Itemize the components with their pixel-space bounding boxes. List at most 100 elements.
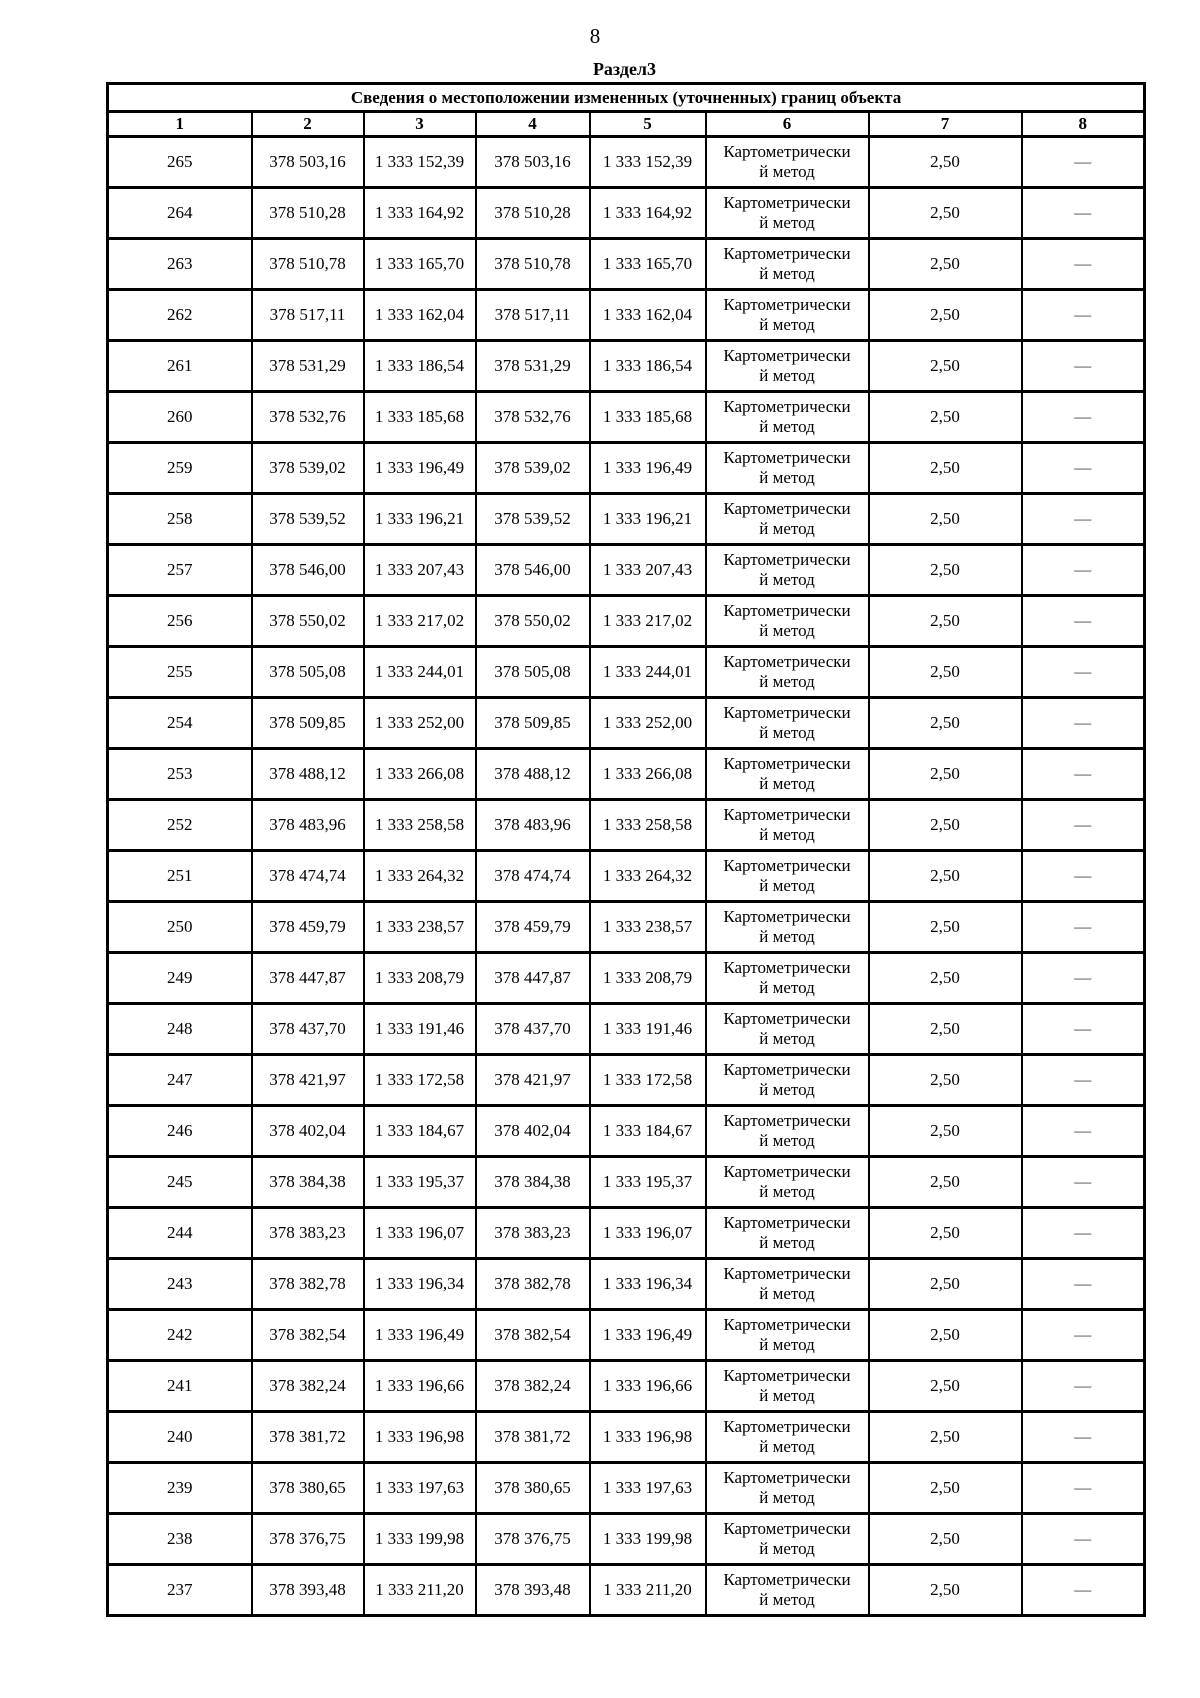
cell-y-existing: 1 333 184,67	[362, 1104, 477, 1158]
table-body: 265 378 503,16 1 333 152,39 378 503,16 1 333…	[106, 135, 1146, 1617]
cell-method: Картометрически й метод	[704, 390, 870, 444]
column-header-2: 2	[250, 110, 365, 138]
cell-accuracy: 2,50	[867, 390, 1023, 444]
cell-x-clarified: 378 474,74	[474, 849, 591, 903]
cell-x-clarified: 378 382,24	[474, 1359, 591, 1413]
cell-accuracy: 2,50	[867, 1512, 1023, 1566]
cell-empty: —	[1020, 798, 1146, 852]
cell-point-number: 250	[106, 900, 253, 954]
table-row: 242 378 382,54 1 333 196,49 378 382,54 1 333…	[106, 1308, 1146, 1362]
cell-accuracy: 2,50	[867, 1308, 1023, 1362]
cell-y-existing: 1 333 264,32	[362, 849, 477, 903]
cell-x-clarified: 378 509,85	[474, 696, 591, 750]
cell-x-clarified: 378 381,72	[474, 1410, 591, 1464]
cell-point-number: 242	[106, 1308, 253, 1362]
cell-method: Картометрически й метод	[704, 1461, 870, 1515]
table-row: 265 378 503,16 1 333 152,39 378 503,16 1 333…	[106, 135, 1146, 189]
cell-y-existing: 1 333 208,79	[362, 951, 477, 1005]
cell-method: Картометрически й метод	[704, 1563, 870, 1617]
cell-y-clarified: 1 333 196,98	[588, 1410, 707, 1464]
cell-y-existing: 1 333 196,98	[362, 1410, 477, 1464]
cell-point-number: 244	[106, 1206, 253, 1260]
cell-x-existing: 378 381,72	[250, 1410, 365, 1464]
column-header-6: 6	[704, 110, 870, 138]
cell-y-existing: 1 333 197,63	[362, 1461, 477, 1515]
cell-point-number: 260	[106, 390, 253, 444]
cell-accuracy: 2,50	[867, 1155, 1023, 1209]
cell-method: Картометрически й метод	[704, 492, 870, 546]
cell-x-clarified: 378 393,48	[474, 1563, 591, 1617]
cell-y-existing: 1 333 211,20	[362, 1563, 477, 1617]
cell-y-existing: 1 333 196,07	[362, 1206, 477, 1260]
cell-y-clarified: 1 333 238,57	[588, 900, 707, 954]
cell-accuracy: 2,50	[867, 1206, 1023, 1260]
cell-x-clarified: 378 402,04	[474, 1104, 591, 1158]
cell-y-existing: 1 333 195,37	[362, 1155, 477, 1209]
cell-x-existing: 378 437,70	[250, 1002, 365, 1056]
cell-x-clarified: 378 382,78	[474, 1257, 591, 1311]
table-row: 246 378 402,04 1 333 184,67 378 402,04 1 333…	[106, 1104, 1146, 1158]
cell-empty: —	[1020, 1002, 1146, 1056]
cell-accuracy: 2,50	[867, 594, 1023, 648]
cell-x-clarified: 378 384,38	[474, 1155, 591, 1209]
cell-x-clarified: 378 539,52	[474, 492, 591, 546]
table-row: 239 378 380,65 1 333 197,63 378 380,65 1 333…	[106, 1461, 1146, 1515]
cell-x-clarified: 378 488,12	[474, 747, 591, 801]
cell-x-clarified: 378 376,75	[474, 1512, 591, 1566]
cell-method: Картометрически й метод	[704, 1104, 870, 1158]
cell-accuracy: 2,50	[867, 849, 1023, 903]
cell-x-clarified: 378 505,08	[474, 645, 591, 699]
cell-y-existing: 1 333 196,49	[362, 441, 477, 495]
cell-accuracy: 2,50	[867, 1563, 1023, 1617]
cell-empty: —	[1020, 135, 1146, 189]
table-row: 238 378 376,75 1 333 199,98 378 376,75 1 333…	[106, 1512, 1146, 1566]
cell-x-clarified: 378 459,79	[474, 900, 591, 954]
cell-x-existing: 378 539,52	[250, 492, 365, 546]
cell-y-clarified: 1 333 196,49	[588, 1308, 707, 1362]
cell-point-number: 237	[106, 1563, 253, 1617]
cell-y-clarified: 1 333 164,92	[588, 186, 707, 240]
table-row: 263 378 510,78 1 333 165,70 378 510,78 1 333…	[106, 237, 1146, 291]
cell-accuracy: 2,50	[867, 1359, 1023, 1413]
cell-x-existing: 378 447,87	[250, 951, 365, 1005]
cell-point-number: 259	[106, 441, 253, 495]
cell-y-existing: 1 333 191,46	[362, 1002, 477, 1056]
table-row: 253 378 488,12 1 333 266,08 378 488,12 1 333…	[106, 747, 1146, 801]
cell-y-existing: 1 333 152,39	[362, 135, 477, 189]
column-header-5: 5	[588, 110, 707, 138]
cell-y-existing: 1 333 238,57	[362, 900, 477, 954]
cell-empty: —	[1020, 900, 1146, 954]
table-row: 241 378 382,24 1 333 196,66 378 382,24 1 333…	[106, 1359, 1146, 1413]
table-row: 249 378 447,87 1 333 208,79 378 447,87 1 333…	[106, 951, 1146, 1005]
cell-method: Картометрически й метод	[704, 849, 870, 903]
cell-accuracy: 2,50	[867, 798, 1023, 852]
cell-method: Картометрически й метод	[704, 594, 870, 648]
cell-y-existing: 1 333 244,01	[362, 645, 477, 699]
cell-empty: —	[1020, 390, 1146, 444]
cell-empty: —	[1020, 288, 1146, 342]
table-row: 258 378 539,52 1 333 196,21 378 539,52 1 333…	[106, 492, 1146, 546]
cell-x-existing: 378 380,65	[250, 1461, 365, 1515]
cell-x-existing: 378 550,02	[250, 594, 365, 648]
column-number-row: 1 2 3 4 5 6 7 8	[106, 110, 1146, 138]
cell-y-clarified: 1 333 258,58	[588, 798, 707, 852]
cell-x-clarified: 378 380,65	[474, 1461, 591, 1515]
cell-x-existing: 378 546,00	[250, 543, 365, 597]
cell-y-existing: 1 333 165,70	[362, 237, 477, 291]
cell-y-clarified: 1 333 172,58	[588, 1053, 707, 1107]
table-row: 248 378 437,70 1 333 191,46 378 437,70 1 333…	[106, 1002, 1146, 1056]
cell-y-existing: 1 333 252,00	[362, 696, 477, 750]
cell-point-number: 261	[106, 339, 253, 393]
cell-x-existing: 378 532,76	[250, 390, 365, 444]
cell-y-existing: 1 333 172,58	[362, 1053, 477, 1107]
cell-empty: —	[1020, 1053, 1146, 1107]
cell-method: Картометрически й метод	[704, 441, 870, 495]
cell-x-clarified: 378 546,00	[474, 543, 591, 597]
cell-method: Картометрически й метод	[704, 1206, 870, 1260]
cell-x-clarified: 378 510,28	[474, 186, 591, 240]
cell-x-existing: 378 509,85	[250, 696, 365, 750]
cell-y-clarified: 1 333 185,68	[588, 390, 707, 444]
cell-x-existing: 378 376,75	[250, 1512, 365, 1566]
cell-accuracy: 2,50	[867, 696, 1023, 750]
cell-method: Картометрически й метод	[704, 1308, 870, 1362]
